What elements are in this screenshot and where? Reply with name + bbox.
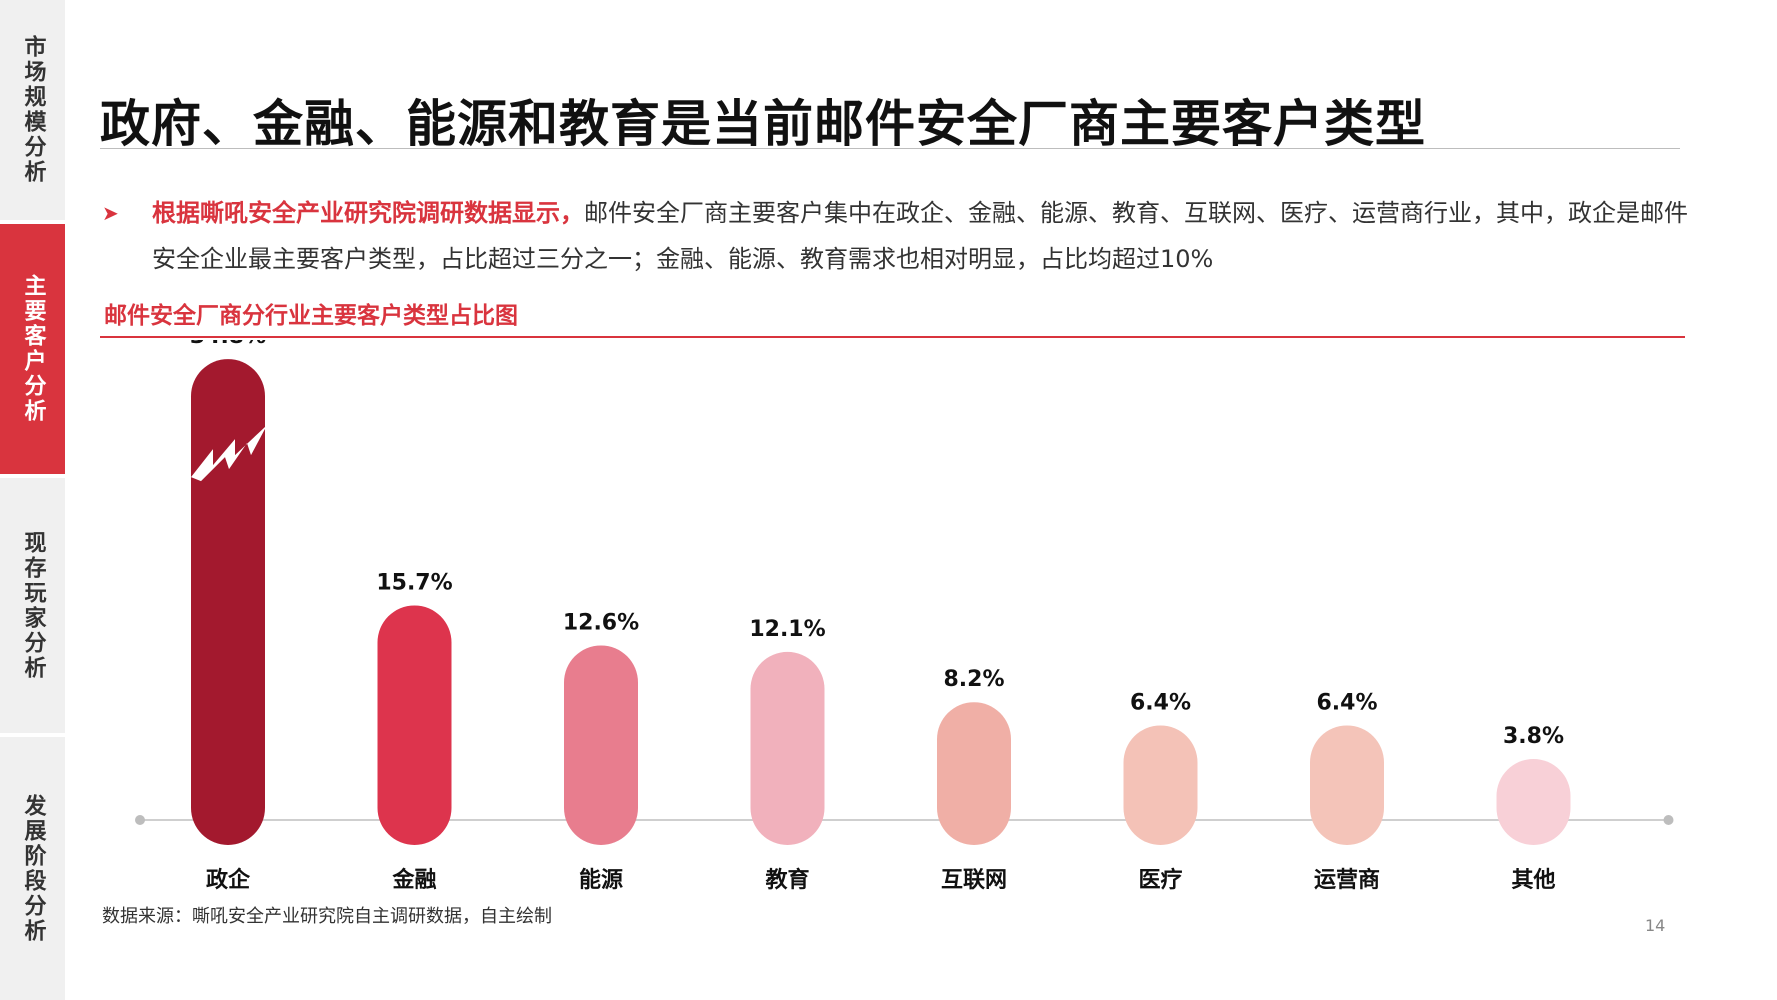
data-label: 12.1%	[749, 617, 825, 642]
category-label: 教育	[765, 867, 809, 893]
category-label: 金融	[391, 867, 436, 893]
page-title: 政府、金融、能源和教育是当前邮件安全厂商主要客户类型	[100, 95, 1426, 153]
sidebar-item-existing-players[interactable]: 现存玩家分析	[0, 478, 65, 733]
summary-text: 根据嘶吼安全产业研究院调研数据显示，邮件安全厂商主要客户集中在政企、金融、能源、…	[152, 190, 1702, 282]
sidebar-item-development-stage[interactable]: 发展阶段分析	[0, 737, 65, 1000]
arrow-bullet-icon: ➤	[102, 201, 119, 225]
category-label: 医疗	[1138, 867, 1182, 893]
category-label: 政企	[206, 867, 251, 893]
data-label: 12.6%	[563, 610, 639, 635]
axis-end-dot	[1663, 815, 1674, 825]
category-label: 运营商	[1314, 867, 1380, 893]
sidebar-item-label: 市场规模分析	[20, 35, 46, 185]
sidebar-item-label: 主要客户分析	[20, 274, 46, 424]
bar	[1123, 725, 1198, 845]
chart-title-divider	[100, 336, 1685, 338]
sidebar-item-label: 现存玩家分析	[20, 530, 46, 681]
lightning-bolt-icon	[191, 425, 267, 482]
bar	[1310, 725, 1384, 845]
axis-end-dot	[135, 815, 145, 825]
bar	[937, 702, 1011, 845]
bar	[564, 645, 638, 845]
summary-body: 邮件安全厂商主要客户集中在政企、金融、能源、教育、互联网、医疗、运营商行业，其中…	[152, 199, 1688, 273]
sidebar-item-market-size[interactable]: 市场规模分析	[0, 0, 65, 220]
data-label: 6.4%	[1130, 690, 1191, 715]
bar	[191, 359, 265, 845]
category-label: 互联网	[941, 868, 1007, 893]
data-label: 3.8%	[1503, 724, 1564, 749]
summary-bullet: ➤ 根据嘶吼安全产业研究院调研数据显示，邮件安全厂商主要客户集中在政企、金融、能…	[102, 190, 1702, 282]
sidebar-item-label: 发展阶段分析	[20, 793, 46, 944]
data-label: 8.2%	[943, 667, 1004, 692]
title-divider	[100, 148, 1680, 149]
sidebar: 市场规模分析 主要客户分析 现存玩家分析 发展阶段分析	[0, 0, 65, 1000]
data-source-note: 数据来源：嘶吼安全产业研究院自主调研数据，自主绘制	[102, 906, 552, 927]
bar	[750, 651, 825, 845]
sidebar-item-main-customers[interactable]: 主要客户分析	[0, 224, 65, 474]
summary-highlight: 根据嘶吼安全产业研究院调研数据显示，	[152, 199, 584, 227]
data-label: 6.4%	[1316, 690, 1377, 715]
bar	[1496, 758, 1571, 845]
data-label: 34.8%	[190, 340, 266, 349]
category-label: 其他	[1511, 868, 1555, 893]
page-number: 14	[1645, 916, 1666, 935]
category-label: 能源	[579, 867, 623, 893]
bar-chart: 34.8% 政企 15.7% 金融 12.6% 能源 12.1% 教育 8.2% 互联网 6.4% 医…	[135, 340, 1674, 893]
data-label: 15.7%	[376, 570, 452, 595]
bar	[377, 605, 452, 845]
chart-title: 邮件安全厂商分行业主要客户类型占比图	[104, 303, 518, 329]
